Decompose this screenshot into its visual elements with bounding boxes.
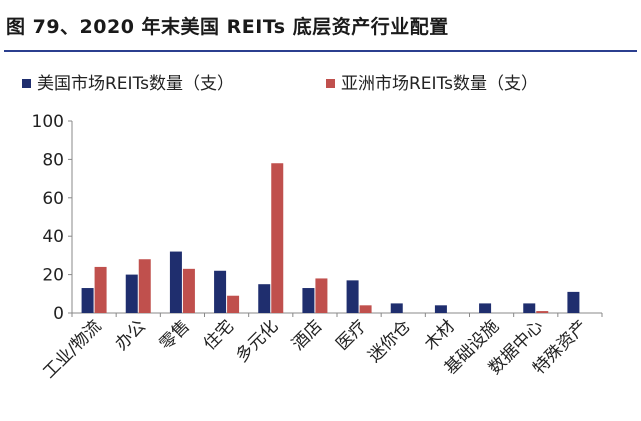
category-label: 办公 bbox=[112, 316, 150, 354]
bar-asia bbox=[227, 295, 240, 313]
bar-asia bbox=[182, 268, 195, 313]
bar-us bbox=[302, 288, 315, 313]
legend-label-us: 美国市场REITs数量（支） bbox=[37, 74, 234, 94]
title-underline bbox=[4, 50, 637, 52]
y-tick-label: 80 bbox=[42, 150, 64, 170]
bars bbox=[81, 163, 580, 313]
bar-asia bbox=[359, 305, 372, 313]
legend-swatch-asia bbox=[326, 79, 335, 88]
category-label: 木材 bbox=[421, 316, 459, 354]
y-tick-label: 20 bbox=[42, 266, 64, 286]
bar-asia bbox=[138, 259, 151, 313]
bar-us bbox=[523, 303, 536, 313]
bar-asia bbox=[94, 266, 107, 313]
category-label: 医疗 bbox=[332, 316, 370, 354]
legend-label-asia: 亚洲市场REITs数量（支） bbox=[341, 74, 538, 94]
bar-us bbox=[169, 251, 182, 313]
bar-asia bbox=[536, 311, 549, 313]
bar-us bbox=[479, 303, 492, 313]
y-tick-label: 0 bbox=[53, 304, 64, 324]
bar-us bbox=[390, 303, 403, 313]
axes bbox=[68, 120, 603, 317]
y-tick-label: 40 bbox=[42, 227, 64, 247]
bar-asia bbox=[315, 278, 328, 313]
bar-us bbox=[214, 270, 227, 313]
category-label: 住宅 bbox=[200, 316, 238, 354]
category-label: 多元化 bbox=[232, 316, 282, 366]
category-label: 酒店 bbox=[288, 316, 326, 354]
y-tick-label: 60 bbox=[42, 189, 64, 209]
bar-us bbox=[434, 305, 447, 313]
chart-title: 图 79、2020 年末美国 REITs 底层资产行业配置 bbox=[6, 16, 449, 38]
y-tick-label: 100 bbox=[32, 112, 64, 132]
bar-us bbox=[125, 274, 138, 313]
category-label: 迷你仓 bbox=[365, 316, 415, 366]
category-label: 工业/物流 bbox=[39, 316, 105, 382]
bar-us bbox=[258, 284, 271, 313]
bar-us bbox=[567, 291, 580, 313]
y-tick-labels: 0 20 40 60 80 100 bbox=[32, 112, 64, 324]
bar-asia bbox=[271, 163, 284, 313]
category-label: 零售 bbox=[156, 316, 194, 354]
legend-swatch-us bbox=[22, 79, 31, 88]
legend: 美国市场REITs数量（支） 亚洲市场REITs数量（支） bbox=[22, 74, 538, 94]
bar-us bbox=[346, 280, 359, 313]
bar-us bbox=[81, 288, 94, 313]
